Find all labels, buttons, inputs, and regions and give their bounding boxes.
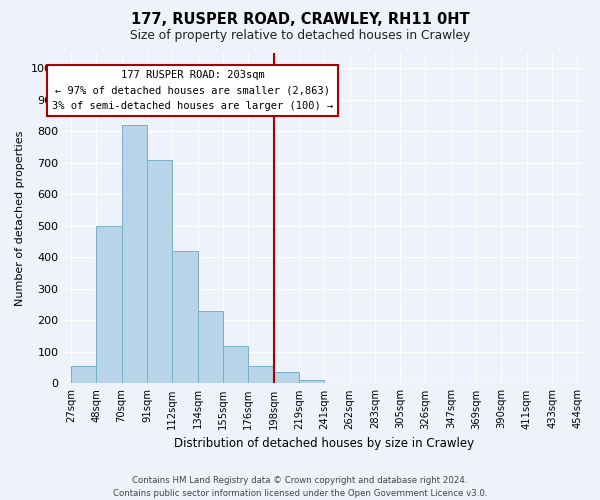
Text: Contains HM Land Registry data © Crown copyright and database right 2024.
Contai: Contains HM Land Registry data © Crown c… [113, 476, 487, 498]
Text: 177 RUSPER ROAD: 203sqm
← 97% of detached houses are smaller (2,863)
3% of semi-: 177 RUSPER ROAD: 203sqm ← 97% of detache… [52, 70, 333, 111]
Y-axis label: Number of detached properties: Number of detached properties [15, 130, 25, 306]
Text: Size of property relative to detached houses in Crawley: Size of property relative to detached ho… [130, 29, 470, 42]
Bar [299, 380, 324, 384]
X-axis label: Distribution of detached houses by size in Crawley: Distribution of detached houses by size … [174, 437, 474, 450]
Bar [147, 160, 172, 384]
Bar [97, 226, 122, 384]
Bar [197, 311, 223, 384]
Bar [223, 346, 248, 384]
Bar [248, 366, 274, 384]
Bar [71, 366, 97, 384]
Text: 177, RUSPER ROAD, CRAWLEY, RH11 0HT: 177, RUSPER ROAD, CRAWLEY, RH11 0HT [131, 12, 469, 28]
Bar [122, 125, 147, 384]
Bar [274, 372, 299, 384]
Bar [172, 251, 197, 384]
